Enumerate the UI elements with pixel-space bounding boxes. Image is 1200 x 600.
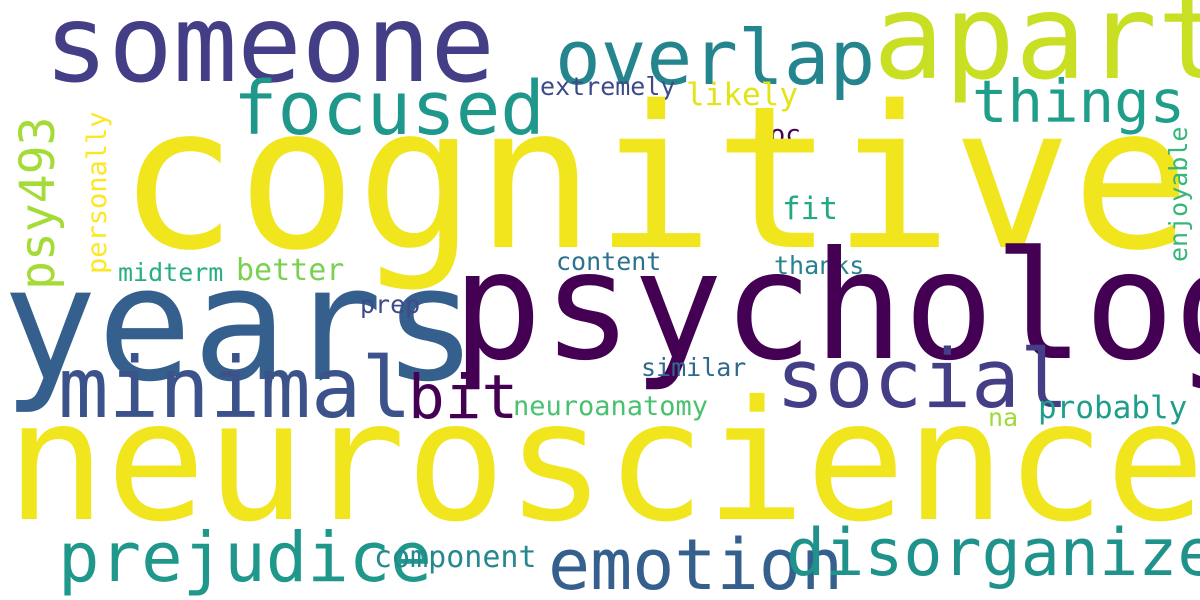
word-content: content: [556, 247, 662, 276]
word-component: component: [374, 540, 537, 575]
word-cognitive: cognitive: [118, 63, 1191, 294]
word-thanks: thanks: [774, 251, 865, 280]
word-emotion: emotion: [548, 524, 844, 600]
word-neuroscience: neuroscience: [6, 366, 1200, 559]
word-psy493: psy493: [10, 116, 66, 290]
word-fit: fit: [782, 191, 838, 227]
word-personally: personally: [82, 111, 113, 274]
word-things: things: [972, 67, 1186, 136]
word-likely: likely: [686, 77, 798, 113]
word-years: years: [2, 233, 478, 417]
word-extremely: extremely: [540, 72, 676, 101]
word-na: na: [988, 403, 1019, 432]
word-prep: prep: [360, 290, 421, 319]
word-similar: similar: [641, 353, 747, 382]
word-better: better: [236, 253, 345, 288]
word-disorganized: disorganized: [786, 516, 1200, 591]
word-apart: apart: [873, 0, 1200, 106]
word-probably: probably: [1038, 390, 1188, 426]
word-bit: bit: [408, 362, 519, 433]
word-social: social: [776, 333, 1069, 427]
word-someone: someone: [44, 0, 495, 107]
word-psychology: psychology: [452, 220, 1200, 394]
word-midterm: midterm: [118, 258, 224, 287]
word-enjoyable: enjoyable: [1164, 126, 1193, 262]
word-focused: focused: [233, 66, 545, 152]
word-minimal: minimal: [58, 339, 413, 437]
word-prejudice: prejudice: [58, 518, 432, 598]
word-neuroanatomy: neuroanatomy: [513, 391, 709, 422]
word-doc: doc: [754, 120, 801, 150]
word-overlap: overlap: [555, 13, 876, 102]
